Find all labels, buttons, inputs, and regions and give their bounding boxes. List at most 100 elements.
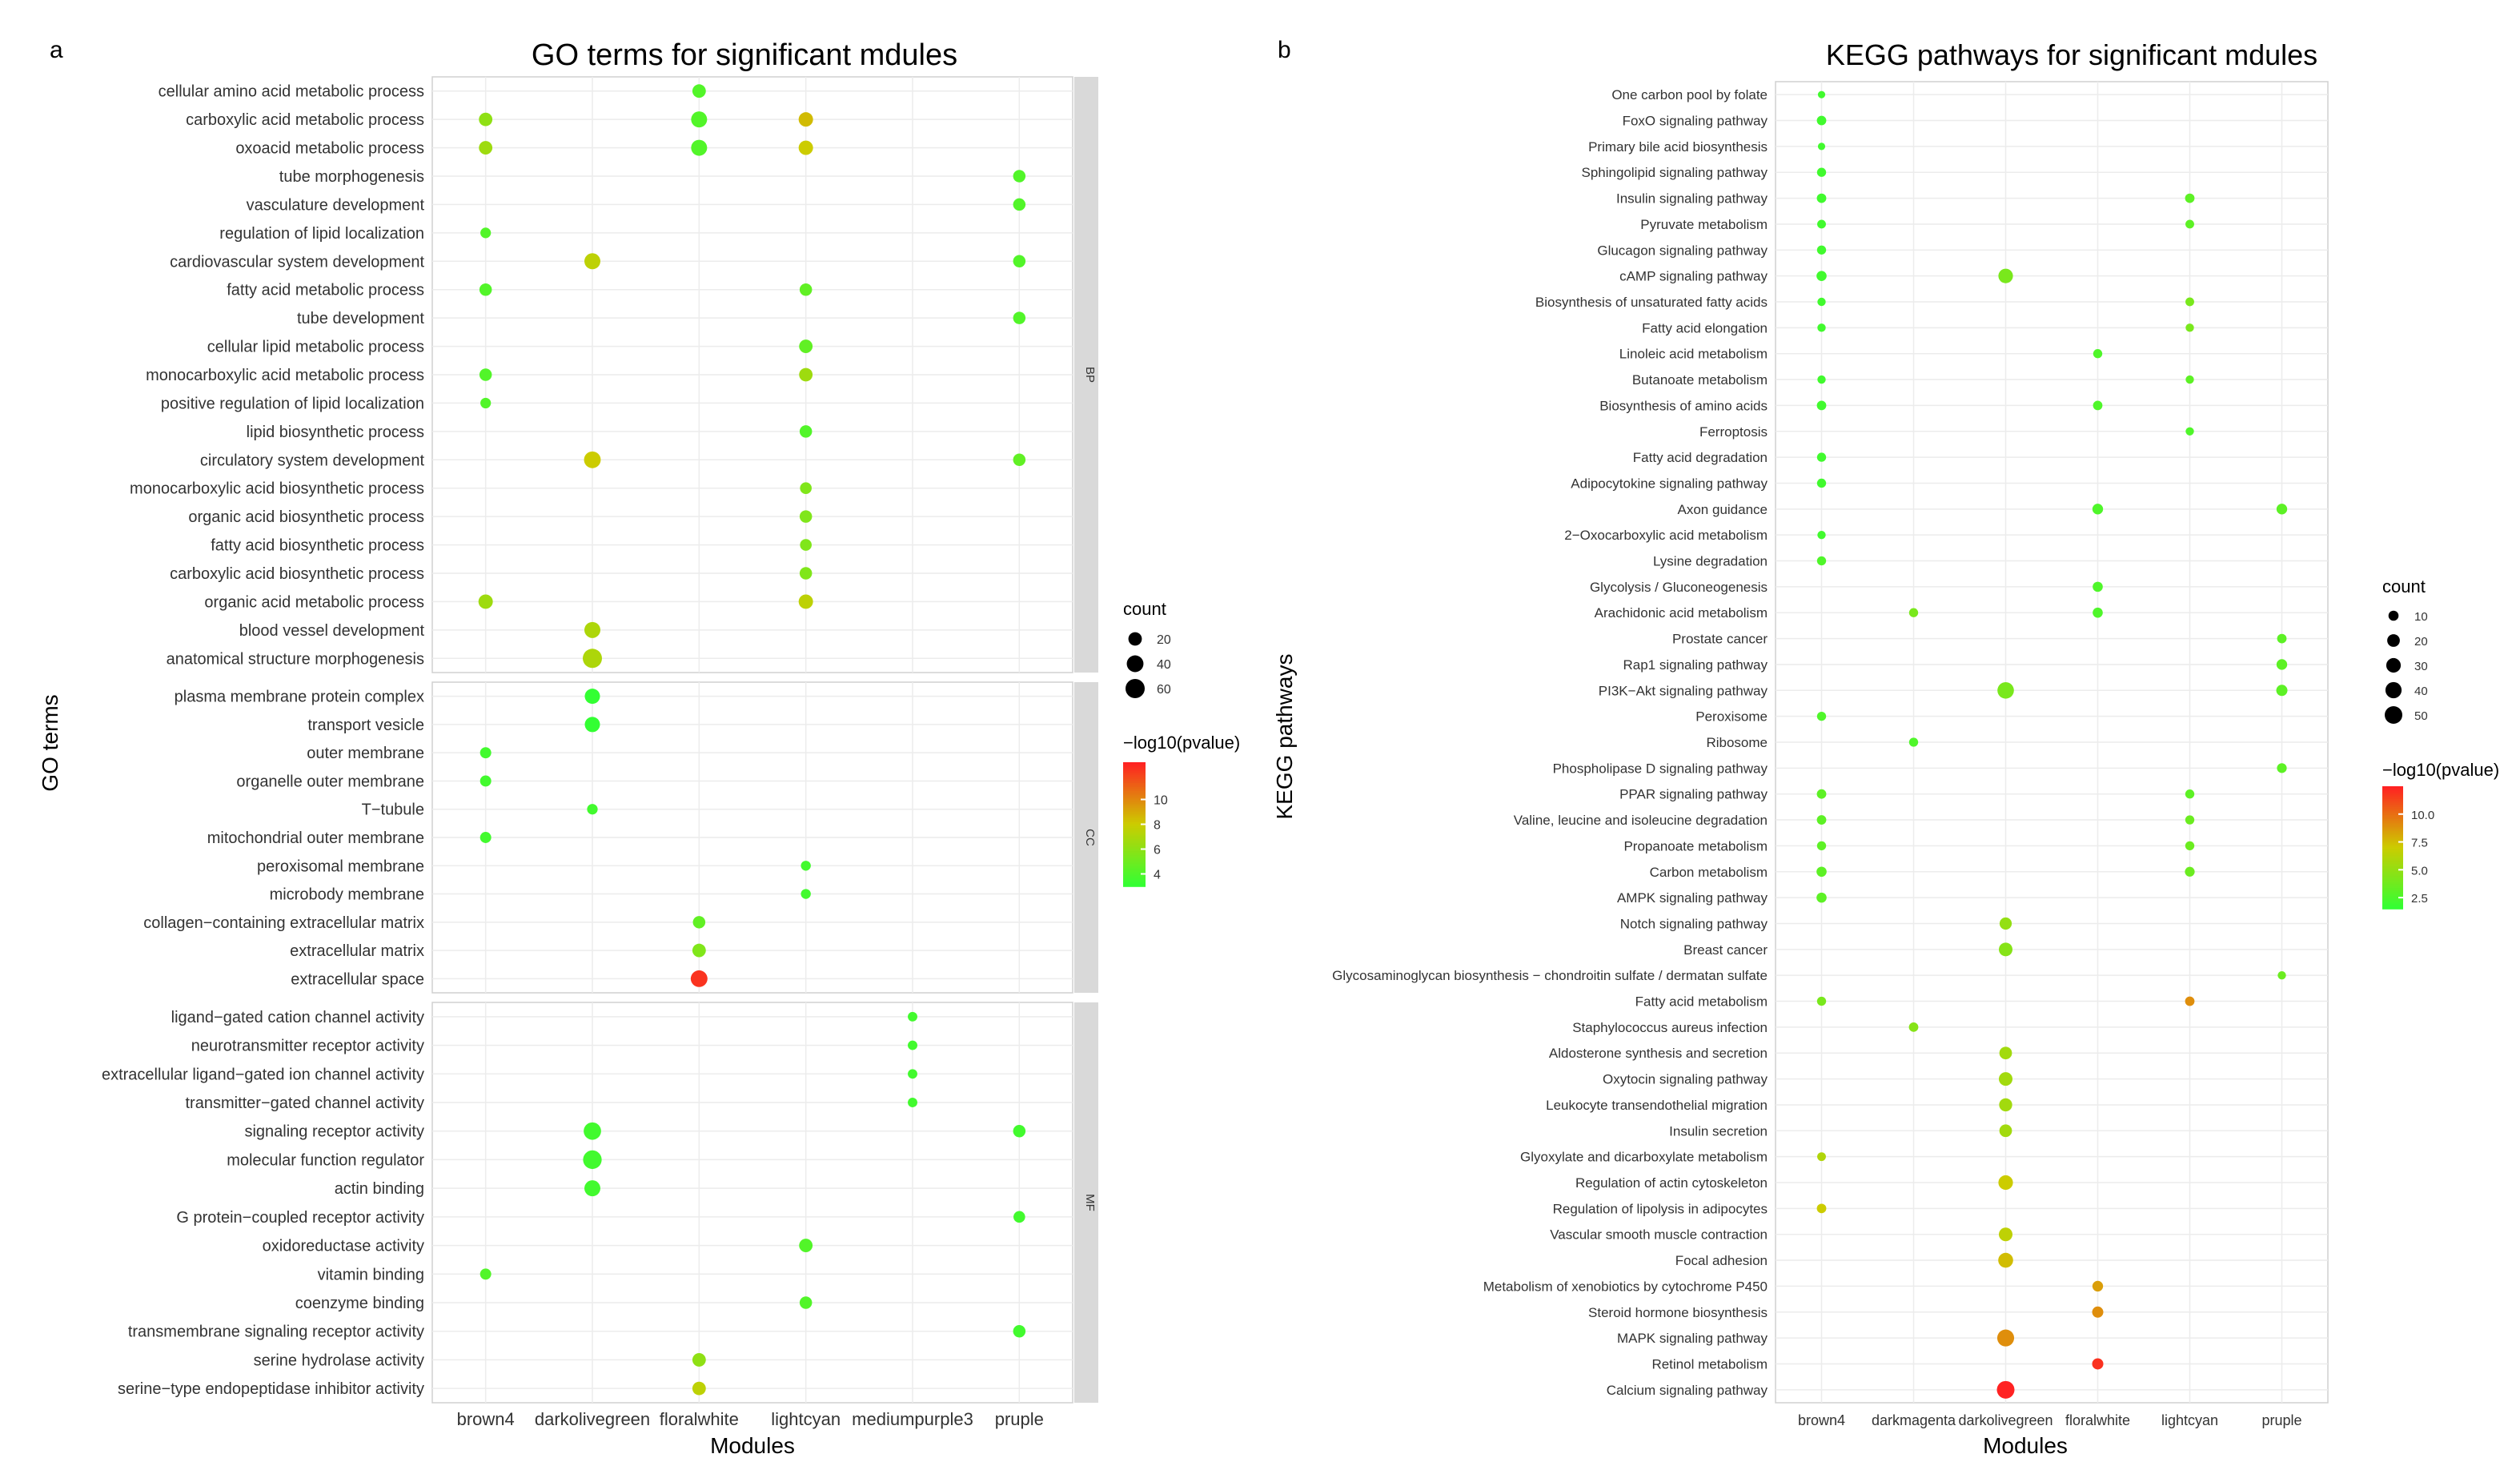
data-point — [1816, 815, 1827, 825]
data-point — [2092, 504, 2104, 515]
data-point — [1908, 1022, 1919, 1032]
color-bar-segment — [2382, 898, 2403, 902]
data-point — [799, 567, 813, 580]
size-legend-title-a: count — [1123, 599, 1166, 619]
y-tick-label: Phospholipase D signaling pathway — [1553, 761, 1768, 776]
color-bar-segment — [2382, 802, 2403, 805]
panel-frame — [431, 1002, 1073, 1404]
data-point — [583, 1150, 602, 1170]
color-bar-segment — [1123, 813, 1146, 817]
color-bar-segment — [1123, 853, 1146, 857]
x-tick-label: darkmagenta — [1872, 1412, 1956, 1428]
color-bar-segment — [1123, 841, 1146, 844]
panel-label-a: a — [50, 37, 63, 63]
color-bar-segment — [1123, 781, 1146, 784]
data-point — [1816, 841, 1827, 851]
y-tick-label: cAMP signaling pathway — [1619, 269, 1768, 284]
data-point — [1816, 892, 1827, 903]
color-bar-segment — [1123, 837, 1146, 840]
data-point — [1817, 323, 1826, 332]
color-bar-segment — [2382, 900, 2403, 904]
data-point — [2276, 504, 2288, 515]
panel-label-b: b — [1278, 37, 1291, 63]
color-bar-segment — [2382, 884, 2403, 887]
y-tick-label: outer membrane — [307, 745, 424, 762]
y-tick-label: organic acid biosynthetic process — [188, 508, 424, 526]
data-point — [798, 594, 813, 609]
color-bar-segment — [2382, 902, 2403, 906]
color-bar-segment — [2382, 818, 2403, 822]
y-tick-label: Focal adhesion — [1675, 1253, 1768, 1268]
x-tick-label: floralwhite — [2065, 1412, 2130, 1428]
size-legend-key — [2387, 634, 2400, 647]
color-bar-segment — [2382, 827, 2403, 830]
color-bar-segment — [1123, 871, 1146, 875]
color-bar-segment — [1123, 855, 1146, 858]
data-point — [2093, 607, 2103, 618]
size-legend-key — [2385, 706, 2402, 724]
data-point — [2185, 427, 2194, 436]
color-bar-segment — [2382, 853, 2403, 857]
color-bar-segment — [1123, 805, 1146, 809]
color-bar-segment — [1123, 821, 1146, 825]
data-point — [1013, 198, 1026, 211]
data-point — [2185, 841, 2195, 851]
y-tick-label: Glycosaminoglycan biosynthesis − chondro… — [1332, 968, 1768, 983]
color-bar-segment — [2382, 906, 2403, 910]
panel-b-plot: One carbon pool by folate FoxO signaling … — [1332, 81, 2434, 1428]
data-point — [1996, 1380, 2015, 1399]
data-point — [799, 510, 813, 523]
data-point — [1999, 917, 2012, 930]
data-point — [583, 649, 602, 669]
color-bar-segment — [1123, 774, 1146, 777]
color-bar-segment — [2382, 851, 2403, 854]
y-tick-label: Rap1 signaling pathway — [1623, 657, 1768, 673]
data-point — [1999, 1098, 2012, 1112]
color-bar-segment — [2382, 847, 2403, 850]
color-bar-segment — [2382, 796, 2403, 800]
color-bar-segment — [1123, 838, 1146, 841]
x-axis-label-a: Modules — [710, 1433, 795, 1458]
y-tick-label: Regulation of actin cytoskeleton — [1575, 1175, 1768, 1191]
data-point — [2185, 219, 2194, 229]
data-point — [1816, 115, 1827, 126]
data-point — [1998, 1072, 2013, 1086]
y-tick-label: monocarboxylic acid metabolic process — [146, 367, 424, 384]
y-tick-label: MAPK signaling pathway — [1617, 1331, 1768, 1346]
size-legend-label: 20 — [2414, 635, 2428, 649]
data-point — [480, 397, 492, 409]
data-point — [1816, 400, 1827, 411]
color-bar-segment — [1123, 834, 1146, 837]
data-point — [584, 689, 600, 705]
data-point — [1817, 143, 1826, 151]
size-legend-label: 50 — [2414, 709, 2428, 723]
data-point — [478, 594, 493, 609]
color-bar-segment — [2382, 841, 2403, 845]
color-bar-segment — [2382, 813, 2403, 816]
y-tick-label: Staphylococcus aureus infection — [1572, 1020, 1768, 1035]
chart-title-a: GO terms for significant mdules — [532, 38, 957, 72]
size-legend-key — [1126, 679, 1145, 698]
color-bar-segment — [2382, 904, 2403, 908]
y-tick-label: Oxytocin signaling pathway — [1603, 1072, 1768, 1087]
color-bar-segment — [1123, 799, 1146, 802]
y-tick-label: Ribosome — [1706, 735, 1768, 750]
size-legend-label: 40 — [1157, 658, 1171, 672]
color-bar-label: 4 — [1154, 869, 1161, 882]
color-bar-segment — [1123, 859, 1146, 862]
color-bar-segment — [1123, 764, 1146, 767]
color-bar-segment — [1123, 846, 1146, 850]
y-tick-label: Notch signaling pathway — [1620, 916, 1768, 931]
y-tick-label: serine−type endopeptidase inhibitor acti… — [118, 1380, 424, 1398]
color-bar-segment — [2382, 790, 2403, 793]
color-bar-segment — [1123, 809, 1146, 813]
y-tick-label: T−tubule — [362, 801, 424, 819]
color-bar-segment — [1123, 830, 1146, 833]
color-bar-segment — [1123, 772, 1146, 776]
color-bar-segment — [1123, 787, 1146, 790]
color-bar-segment — [2382, 788, 2403, 791]
size-legend-label: 60 — [1157, 683, 1171, 697]
color-bar-segment — [2382, 874, 2403, 877]
y-tick-label: collagen−containing extracellular matrix — [143, 914, 424, 932]
y-tick-label: oxidoreductase activity — [263, 1238, 424, 1255]
